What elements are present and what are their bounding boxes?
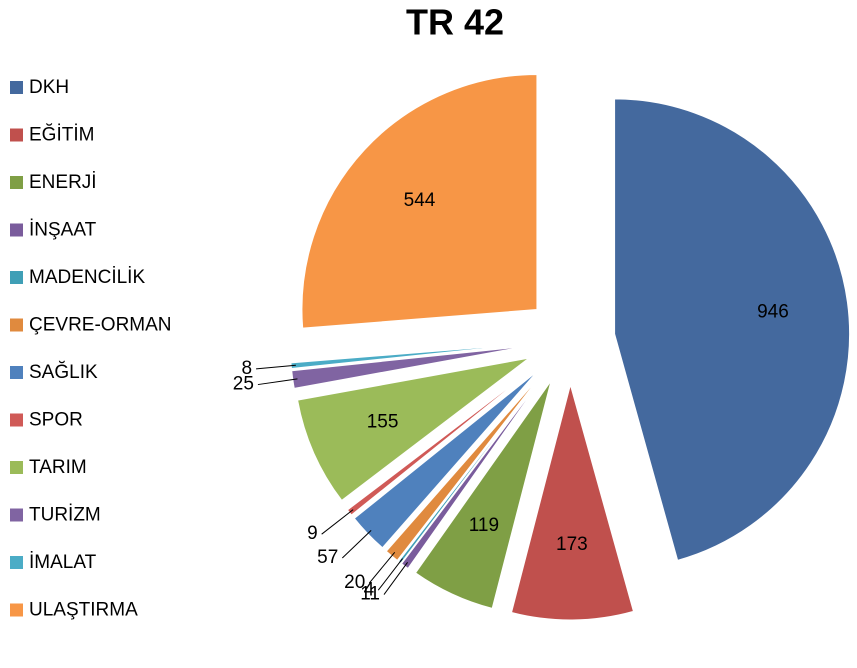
legend-label: MADENCİLİK [29, 267, 145, 288]
leader-line [321, 509, 354, 535]
leader-line [377, 558, 403, 591]
legend-label: ÇEVRE-ORMAN [29, 315, 172, 336]
legend-swatch [10, 318, 23, 332]
data-label: 9 [307, 523, 318, 544]
legend-label: EĞİTİM [29, 124, 94, 146]
legend-swatch [10, 461, 23, 474]
legend-swatch [10, 413, 23, 427]
data-label: 25 [233, 374, 254, 395]
leader-line [383, 561, 408, 595]
chart-title: TR 42 [406, 2, 504, 43]
legend-label: ULAŞTIRMA [29, 600, 138, 621]
data-label: 11 [360, 584, 380, 605]
legend-swatch [10, 366, 23, 379]
legend-swatch [10, 128, 23, 142]
pie-slice [301, 73, 538, 329]
legend-swatch [10, 223, 23, 237]
legend-label: İNŞAAT [29, 220, 97, 241]
pie-slice [414, 380, 552, 609]
legend-label: SAĞLIK [29, 361, 98, 383]
legend-label: DKH [29, 77, 69, 98]
data-label: 20 [344, 572, 365, 593]
data-label: 57 [317, 547, 338, 568]
data-label: 155 [367, 412, 399, 433]
pie-slice [510, 383, 635, 621]
data-label: 173 [556, 534, 588, 555]
data-label: 544 [404, 190, 436, 211]
leader-line [341, 530, 372, 559]
data-label: 119 [469, 515, 499, 536]
legend-label: SPOR [29, 410, 83, 431]
legend-swatch [10, 508, 23, 522]
data-label: 8 [241, 358, 252, 379]
legend-swatch [10, 556, 23, 569]
legend-swatch [10, 603, 23, 617]
data-label: 946 [757, 301, 789, 322]
leader-line [256, 364, 296, 370]
legend-swatch [10, 176, 23, 189]
legend-label: ENERJİ [29, 172, 97, 193]
legend-swatch [10, 81, 23, 94]
leader-line [368, 551, 396, 584]
legend-label: TARIM [29, 457, 87, 478]
pie-slice [297, 357, 530, 502]
legend-label: İMALAT [29, 552, 97, 573]
legend-swatch [10, 271, 23, 284]
legend-label: TURİZM [29, 505, 101, 526]
data-label: 4 [364, 579, 375, 600]
pie-slice [614, 98, 851, 561]
leader-line [257, 378, 298, 386]
